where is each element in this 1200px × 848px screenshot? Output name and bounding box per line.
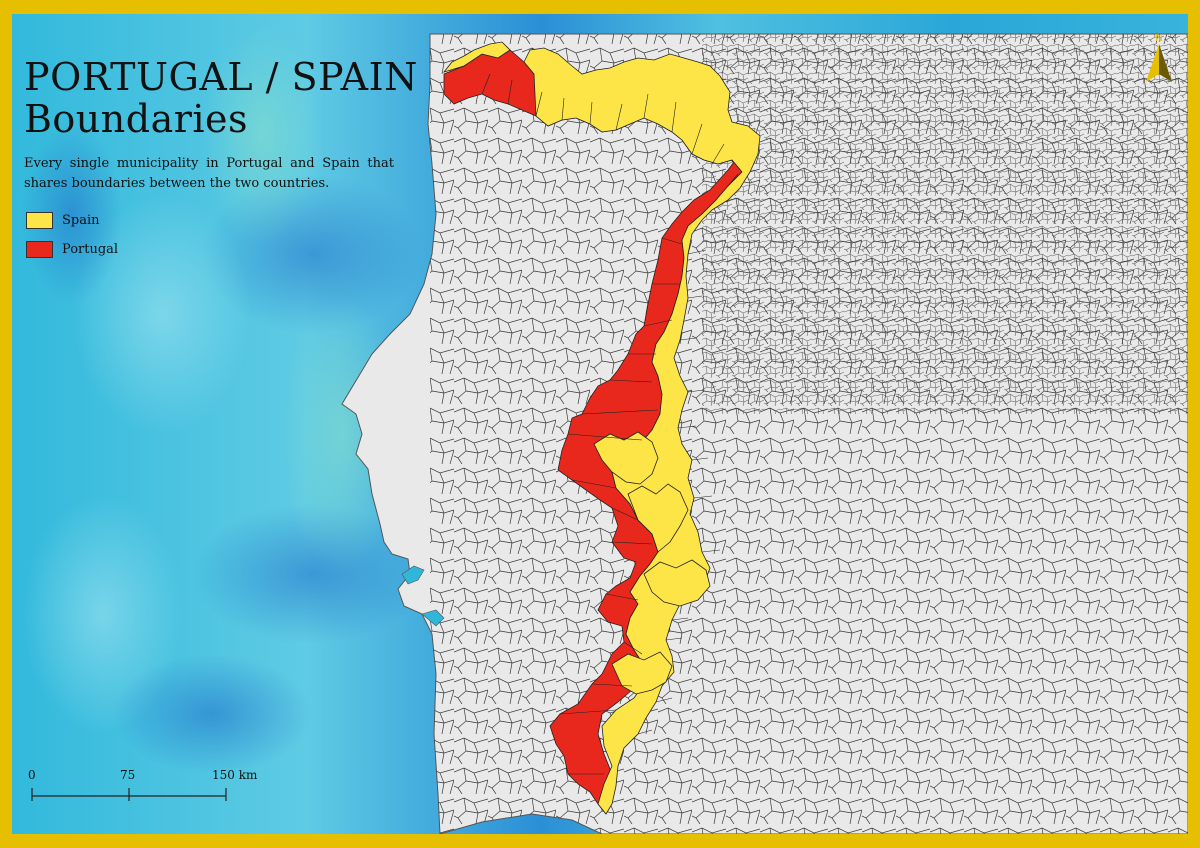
legend: Spain Portugal [26,208,118,266]
map-title: PORTUGAL / SPAIN Boundaries [24,56,418,140]
highlight-subdivisions [481,73,739,775]
map-canvas [12,14,1188,834]
legend-swatch-portugal [26,240,53,258]
scale-label-150: 150 km [212,768,258,782]
scale-bar: 0 75 150 km [26,768,257,808]
spain-border-municipalities [442,41,761,815]
north-arrow-icon: N [1146,33,1172,82]
title-line-1: PORTUGAL / SPAIN [24,55,418,99]
land-area [341,33,1188,834]
scale-label-0: 0 [28,768,36,782]
map-frame: PORTUGAL / SPAIN Boundaries Every single… [12,14,1188,834]
north-label: N [1155,33,1162,44]
north-arrow: N [1144,30,1174,84]
scale-bar-graphic [31,788,227,801]
legend-item-portugal: Portugal [26,237,118,261]
title-line-2: Boundaries [24,97,249,141]
legend-swatch-spain [26,211,53,229]
legend-item-spain: Spain [26,208,118,232]
scale-label-75: 75 [120,768,136,782]
map-subtitle: Every single municipality in Portugal an… [24,156,394,191]
legend-label-portugal: Portugal [62,241,119,257]
legend-label-spain: Spain [62,212,100,228]
